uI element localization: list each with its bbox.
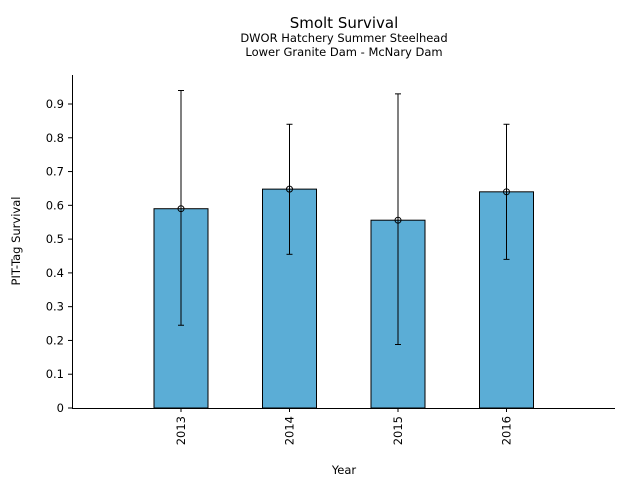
chart-subtitle-line-1: DWOR Hatchery Summer Steelhead [240, 31, 447, 45]
x-tick-label-2014: 2014 [283, 416, 297, 445]
point-estimate-2013 [177, 205, 185, 213]
y-tick-label-0.4: 0.4 [46, 266, 64, 280]
y-axis-label: PIT-Tag Survival [9, 197, 23, 286]
x-axis-label: Year [331, 463, 357, 477]
y-tick-label-0.3: 0.3 [46, 300, 64, 314]
y-tick-label-0.7: 0.7 [46, 165, 64, 179]
bars-layer [153, 188, 534, 409]
point-estimate-2016 [503, 188, 510, 196]
chart-subtitle-line-2: Lower Granite Dam - McNary Dam [245, 45, 442, 59]
point-estimate-2014 [286, 185, 293, 193]
y-tick-label-0.5: 0.5 [46, 232, 64, 246]
error-bars-layer [177, 89, 510, 345]
y-tick-label-0: 0 [57, 401, 64, 415]
y-tick-label-0.2: 0.2 [46, 333, 64, 347]
point-estimate-2015 [394, 216, 402, 224]
x-tick-label-2013: 2013 [174, 416, 188, 445]
y-tick-label-0.1: 0.1 [46, 367, 64, 381]
x-tick-label-2015: 2015 [391, 416, 405, 445]
y-tick-label-0.9: 0.9 [46, 97, 64, 111]
x-tick-label-2016: 2016 [500, 416, 514, 445]
y-tick-label-0.8: 0.8 [46, 131, 64, 145]
x-ticks-layer: 2013 2014 2015 2016 [174, 408, 514, 445]
y-ticks-layer: 0 0.1 0.2 0.3 0.4 0.5 0.6 0.7 0.8 0.9 [46, 97, 72, 415]
y-tick-label-0.6: 0.6 [46, 198, 64, 212]
chart-title: Smolt Survival [290, 14, 399, 32]
